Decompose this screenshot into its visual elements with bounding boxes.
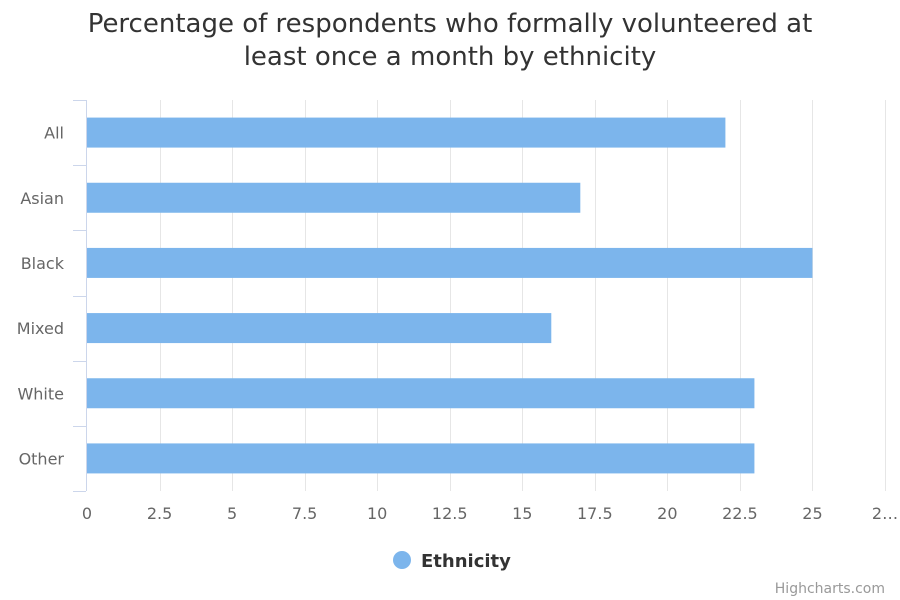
chart-title-line-1: Percentage of respondents who formally v… (87, 9, 813, 39)
bar-mixed[interactable] (87, 313, 552, 344)
y-category-label: All (44, 124, 64, 143)
legend-label[interactable]: Ethnicity (421, 551, 511, 572)
credits-link[interactable]: Highcharts.com (775, 581, 885, 597)
grid-lines (160, 100, 886, 491)
y-category-label: White (17, 384, 64, 403)
x-tick-label: 10 (367, 504, 387, 523)
x-tick-label: 20 (657, 504, 677, 523)
y-category-label: Mixed (17, 319, 64, 338)
chart-title: Percentage of respondents who formally v… (0, 8, 900, 74)
x-tick-label: 0 (82, 504, 92, 523)
x-tick-label: 17.5 (577, 504, 613, 523)
bar-white[interactable] (87, 378, 755, 409)
bar-other[interactable] (87, 443, 755, 474)
x-tick-label: 2.5 (147, 504, 172, 523)
x-tick-label: 22.5 (722, 504, 758, 523)
y-category-label: Black (21, 254, 65, 273)
x-tick-label: 15 (512, 504, 532, 523)
y-axis: All Asian Black Mixed White Other (17, 100, 87, 492)
bar-black[interactable] (87, 247, 813, 278)
bar-all[interactable] (87, 117, 726, 148)
x-tick-label: 5 (227, 504, 237, 523)
chart-title-line-2: least once a month by ethnicity (243, 42, 657, 72)
x-axis-labels: 0 2.5 5 7.5 10 12.5 15 17.5 20 22.5 25 2… (82, 504, 898, 523)
y-category-label: Other (19, 449, 65, 468)
x-tick-label: 12.5 (432, 504, 468, 523)
bar-asian[interactable] (87, 182, 581, 213)
legend-symbol[interactable] (393, 551, 411, 569)
x-tick-label: 7.5 (292, 504, 317, 523)
x-tick-label: 25 (802, 504, 822, 523)
x-tick-label: 2… (872, 504, 898, 523)
legend[interactable]: Ethnicity (393, 551, 511, 572)
bars (87, 117, 813, 474)
y-category-label: Asian (20, 189, 64, 208)
